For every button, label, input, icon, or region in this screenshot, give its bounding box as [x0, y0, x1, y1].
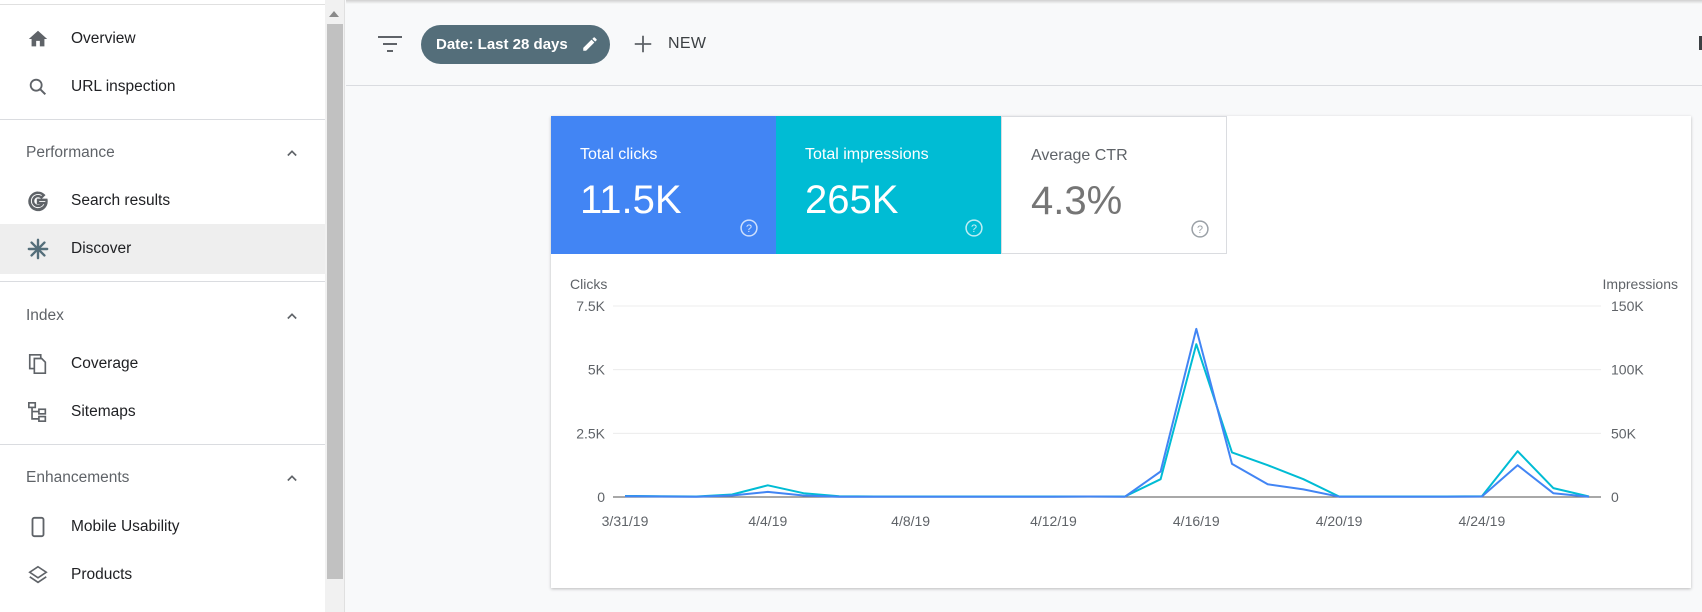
line-chart-svg: 0 2.5K 5K 7.5K 0 50K 100K 150K 3/31/19 4/4/19 4/8/… — [576, 298, 1644, 529]
x-tick-label: 3/31/19 — [602, 513, 649, 529]
toolbar: Date: Last 28 days NEW — [346, 0, 1702, 86]
sidebar-item-label: Coverage — [71, 355, 139, 372]
main-content: Date: Last 28 days NEW Total clicks 11.5… — [346, 0, 1702, 612]
sidebar-item-label: Mobile Usability — [71, 518, 180, 535]
x-tick-label: 4/20/19 — [1316, 513, 1363, 529]
header-shadow — [346, 0, 1702, 4]
sitemap-icon — [26, 400, 50, 424]
help-icon[interactable]: ? — [739, 218, 759, 238]
sidebar-item-label: Search results — [71, 192, 171, 209]
chevron-up-icon — [287, 150, 297, 157]
filter-icon[interactable] — [376, 32, 404, 56]
sidebar-divider — [0, 281, 325, 282]
chevron-up-icon — [287, 313, 297, 320]
y-left-tick-label: 0 — [597, 489, 605, 505]
series-line-clicks — [624, 327, 1590, 498]
svg-text:?: ? — [746, 223, 752, 235]
x-tick-label: 4/16/19 — [1173, 513, 1220, 529]
x-tick-label: 4/24/19 — [1459, 513, 1506, 529]
y-left-tick-label: 5K — [588, 362, 606, 378]
section-header-index[interactable]: Index — [0, 291, 325, 341]
date-filter-chip[interactable]: Date: Last 28 days — [421, 25, 610, 64]
pencil-icon — [583, 37, 597, 51]
metric-label: Total clicks — [580, 146, 658, 163]
section-label: Performance — [26, 144, 115, 161]
sidebar-item-mobile-usability[interactable]: Mobile Usability — [0, 502, 325, 552]
metric-value: 11.5K — [580, 178, 682, 222]
y-right-tick-label: 150K — [1611, 298, 1644, 314]
series-line-impressions — [624, 343, 1590, 498]
y-right-tick-label: 50K — [1611, 425, 1637, 441]
search-icon — [26, 75, 50, 99]
plus-icon — [634, 35, 652, 53]
copy-pages-icon — [26, 352, 50, 376]
new-filter-label: NEW — [668, 35, 707, 52]
date-filter-label: Date: Last 28 days — [436, 36, 568, 53]
asterisk-icon — [26, 237, 50, 261]
sidebar-item-label: Overview — [71, 30, 136, 47]
new-filter-button[interactable]: NEW — [632, 28, 706, 60]
export-button-edge[interactable] — [1699, 36, 1702, 50]
section-header-performance[interactable]: Performance — [0, 128, 325, 178]
sidebar-item-search-results[interactable]: Search results — [0, 176, 325, 226]
y-left-tick-label: 7.5K — [576, 298, 605, 314]
sidebar-item-label: Products — [71, 566, 133, 583]
scroll-up-arrow-icon[interactable] — [329, 11, 339, 17]
section-header-enhancements[interactable]: Enhancements — [0, 453, 325, 503]
help-icon[interactable]: ? — [964, 218, 984, 238]
metric-value: 4.3% — [1031, 179, 1123, 223]
section-label: Enhancements — [26, 469, 130, 486]
x-tick-label: 4/8/19 — [891, 513, 930, 529]
sidebar-item-coverage[interactable]: Coverage — [0, 339, 325, 389]
sidebar-top-border — [0, 4, 325, 5]
chevron-up-icon — [287, 475, 297, 482]
performance-chart: Clicks Impressions 0 2.5K 5K 7.5K 0 50K 100K 15… — [551, 254, 1691, 588]
x-tick-label: 4/4/19 — [748, 513, 787, 529]
metric-total-clicks[interactable]: Total clicks 11.5K ? — [551, 116, 776, 254]
sidebar-item-url-inspection[interactable]: URL inspection — [0, 62, 325, 112]
layers-icon — [26, 563, 50, 587]
y-right-tick-label: 100K — [1611, 362, 1644, 378]
x-tick-label: 4/12/19 — [1030, 513, 1077, 529]
sidebar-scrollbar-thumb[interactable] — [327, 24, 343, 579]
sidebar-divider — [0, 444, 325, 445]
sidebar-item-label: Sitemaps — [71, 403, 136, 420]
section-label: Index — [26, 307, 64, 324]
y-left-tick-label: 2.5K — [576, 425, 605, 441]
smartphone-icon — [26, 515, 50, 539]
sidebar: Overview URL inspection Performance Sear… — [0, 0, 325, 612]
performance-card: Total clicks 11.5K ? Total impressions 2… — [551, 116, 1691, 588]
sidebar-item-discover[interactable]: Discover — [0, 224, 325, 274]
y-left-axis-title: Clicks — [570, 276, 608, 292]
google-g-icon — [26, 189, 50, 213]
sidebar-divider — [0, 119, 325, 120]
help-icon[interactable]: ? — [1190, 219, 1210, 239]
y-right-axis-title: Impressions — [1602, 276, 1678, 292]
sidebar-item-sitemaps[interactable]: Sitemaps — [0, 387, 325, 437]
sidebar-item-products[interactable]: Products — [0, 550, 325, 600]
metric-total-impressions[interactable]: Total impressions 265K ? — [776, 116, 1001, 254]
metric-value: 265K — [805, 178, 899, 222]
metric-label: Total impressions — [805, 146, 929, 163]
svg-text:?: ? — [1197, 224, 1203, 236]
y-right-tick-label: 0 — [1611, 489, 1619, 505]
home-icon — [26, 27, 50, 51]
sidebar-item-label: URL inspection — [71, 78, 176, 95]
sidebar-item-overview[interactable]: Overview — [0, 14, 325, 64]
sidebar-item-label: Discover — [71, 240, 132, 257]
metric-average-ctr[interactable]: Average CTR 4.3% ? — [1001, 116, 1227, 254]
svg-text:?: ? — [971, 223, 977, 235]
metric-label: Average CTR — [1031, 147, 1128, 164]
